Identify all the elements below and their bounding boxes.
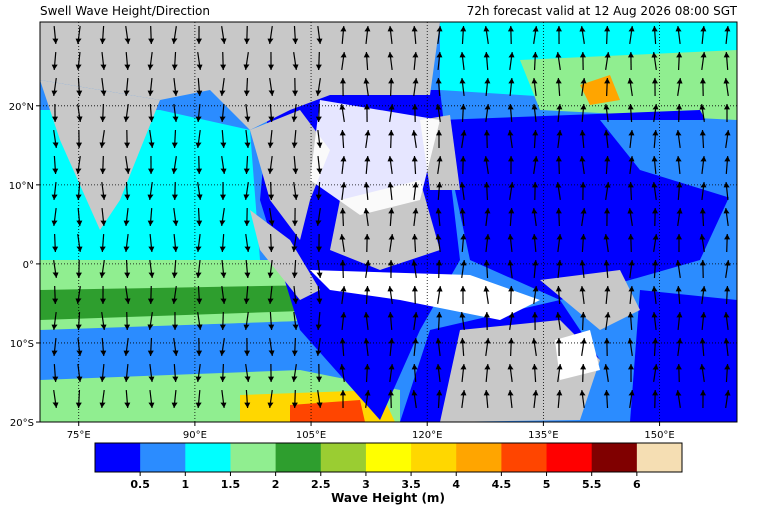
colorbar-tick-label: 4.5: [492, 478, 512, 491]
colorbar-swatch: [366, 443, 412, 472]
colorbar-tick-label: 3: [362, 478, 370, 491]
x-tick-label: 75°E: [67, 430, 91, 441]
colorbar-tick-label: 2.5: [311, 478, 331, 491]
y-tick-label: 10°N: [9, 181, 34, 192]
colorbar-swatch: [411, 443, 457, 472]
colorbar-swatch: [185, 443, 231, 472]
colorbar-tick-label: 3.5: [401, 478, 421, 491]
colorbar-label: Wave Height (m): [331, 491, 445, 505]
colorbar-swatch: [637, 443, 683, 472]
y-tick-label: 10°S: [10, 339, 34, 350]
colorbar-swatch: [140, 443, 186, 472]
colorbar-swatch: [230, 443, 276, 472]
y-tick-label: 20°N: [9, 102, 34, 113]
colorbar-tick-label: 1.5: [221, 478, 241, 491]
x-tick-label: 120°E: [412, 430, 442, 441]
colorbar-swatch: [592, 443, 638, 472]
colorbar-tick-label: 0.5: [130, 478, 150, 491]
x-tick-label: 135°E: [528, 430, 558, 441]
colorbar-tick-label: 5.5: [582, 478, 602, 491]
right-title: 72h forecast valid at 12 Aug 2026 08:00 …: [467, 4, 738, 18]
colorbar-swatch: [501, 443, 547, 472]
colorbar-swatch: [321, 443, 367, 472]
colorbar-tick-label: 1: [181, 478, 189, 491]
x-tick-label: 90°E: [183, 430, 207, 441]
map: [40, 22, 737, 422]
colorbar-swatch: [95, 443, 141, 472]
left-title: Swell Wave Height/Direction: [40, 4, 210, 18]
colorbar-tick-label: 2: [272, 478, 280, 491]
colorbar-swatch: [276, 443, 322, 472]
colorbar-swatch: [456, 443, 502, 472]
x-tick-label: 150°E: [644, 430, 674, 441]
colorbar-tick-label: 4: [452, 478, 460, 491]
y-tick-label: 20°S: [10, 418, 34, 429]
colorbar-tick-label: 5: [543, 478, 551, 491]
colorbar-tick-label: 6: [633, 478, 641, 491]
x-tick-label: 105°E: [296, 430, 326, 441]
y-tick-label: 0°: [23, 260, 34, 271]
colorbar-swatch: [547, 443, 593, 472]
